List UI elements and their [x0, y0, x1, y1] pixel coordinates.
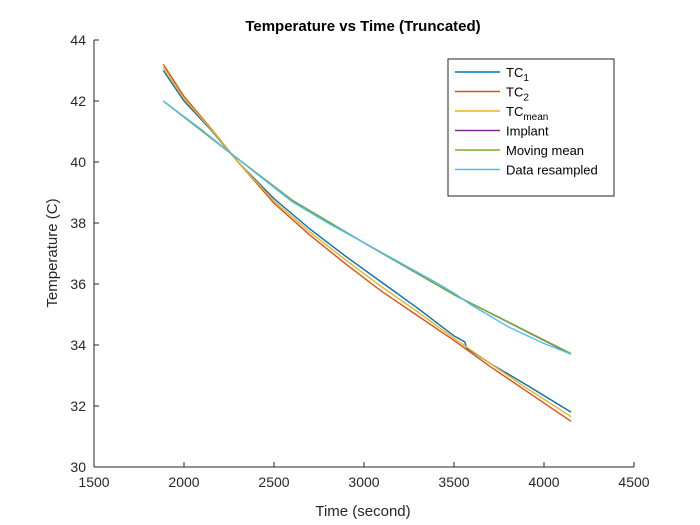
x-tick-label: 3500 [438, 474, 469, 490]
y-tick-label: 42 [70, 93, 86, 109]
series-layer [162, 64, 572, 422]
x-tick-label: 4500 [618, 474, 649, 490]
y-tick-label: 30 [70, 459, 86, 475]
x-tick-label: 3000 [348, 474, 379, 490]
y-tick-label: 40 [70, 154, 86, 170]
legend-entry-name: TC [506, 104, 523, 119]
y-axis-ticks: 30 32 34 36 38 40 42 44 [70, 32, 99, 475]
legend-entry-subscript: mean [523, 112, 548, 123]
y-axis-label: Temperature (C) [44, 198, 61, 307]
x-axis-label: Time (second) [315, 503, 410, 520]
legend-entry-name: Moving mean [506, 143, 584, 158]
x-tick-label: 2000 [168, 474, 199, 490]
legend-entry-name: Implant [506, 124, 549, 139]
x-tick-label: 1500 [78, 474, 109, 490]
legend-entry-name: Data resampled [506, 163, 598, 178]
legend-entry-label: Moving mean [506, 143, 584, 158]
legend-entry-name: TC [506, 65, 523, 80]
legend-entry-label: TCmean [506, 104, 548, 123]
x-axis-ticks: 1500 2000 2500 3000 3500 4000 4500 [78, 462, 650, 490]
legend-box [447, 58, 615, 197]
y-tick-label: 38 [70, 215, 86, 231]
legend-entry-label: TC1 [506, 65, 529, 84]
x-tick-label: 4000 [528, 474, 559, 490]
series-line-5 [162, 100, 572, 355]
legend-entry-label: TC2 [506, 85, 529, 104]
legend-entry-label: Implant [506, 124, 549, 139]
series-line-2 [162, 67, 572, 418]
y-tick-label: 44 [70, 32, 86, 48]
y-tick-label: 34 [70, 337, 86, 353]
legend-entry-subscript: 1 [523, 73, 529, 84]
legend-entry-label: Data resampled [506, 163, 598, 178]
chart-title: Temperature vs Time (Truncated) [245, 18, 480, 35]
legend-entry-name: TC [506, 85, 523, 100]
y-tick-label: 36 [70, 276, 86, 292]
y-tick-label: 32 [70, 398, 86, 414]
legend-entry-subscript: 2 [523, 93, 529, 104]
x-tick-label: 2500 [258, 474, 289, 490]
